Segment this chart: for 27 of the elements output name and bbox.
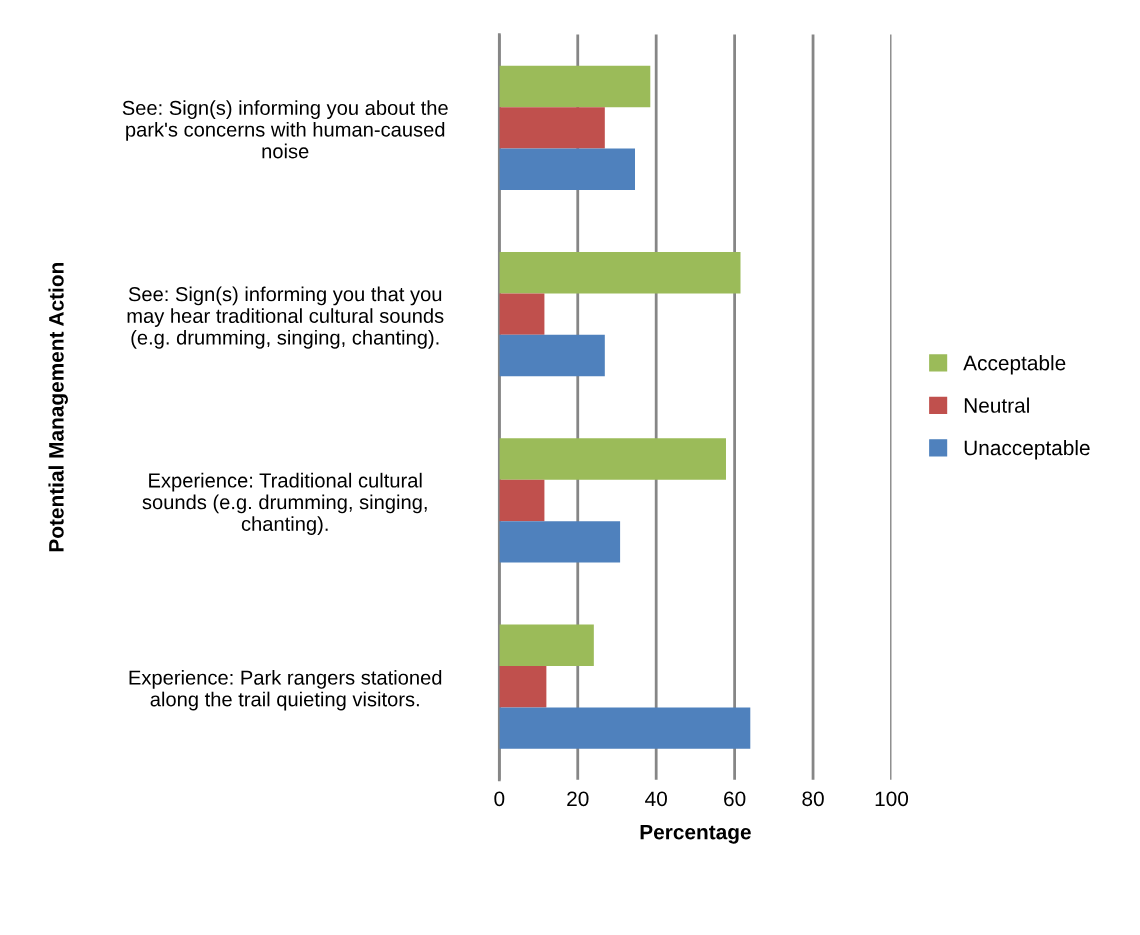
bar xyxy=(499,148,636,190)
legend-label: Acceptable xyxy=(963,355,1066,375)
y-tick-label: Experience: Traditional cultural sounds (e.g. drumming, singing, chanting). xyxy=(142,472,427,535)
y-tick-label: See: Sign(s) informing you about the park's concerns with human-caused noise xyxy=(122,100,448,159)
x-tick-label: 60 xyxy=(724,791,746,807)
bar xyxy=(499,252,741,294)
bar xyxy=(499,707,751,749)
bar xyxy=(499,666,547,708)
x-tick-label: 80 xyxy=(802,791,824,807)
x-axis-title: Percentage xyxy=(640,824,751,844)
legend-label: Unacceptable xyxy=(964,439,1090,460)
legend-label: Neutral xyxy=(964,397,1029,413)
bar xyxy=(499,65,651,108)
y-tick-label: Experience: Park rangers stationed along the trail quieting visitors. xyxy=(129,669,442,711)
y-tick-label: See: Sign(s) informing you that you may hear traditional cultural sounds (e.g. drumming, singing, chanting). xyxy=(127,286,444,349)
bar xyxy=(499,624,594,667)
bar xyxy=(499,521,621,563)
y-axis-title: Potential Management Action xyxy=(48,263,68,552)
bar xyxy=(499,479,545,522)
x-tick-label: 100 xyxy=(875,791,909,807)
x-tick-label: 40 xyxy=(645,791,667,807)
bar xyxy=(499,293,545,335)
bar xyxy=(499,107,605,149)
x-tick-label: 0 xyxy=(494,791,505,807)
x-tick-label: 20 xyxy=(567,791,589,807)
bar xyxy=(499,438,726,480)
bar xyxy=(499,334,605,377)
